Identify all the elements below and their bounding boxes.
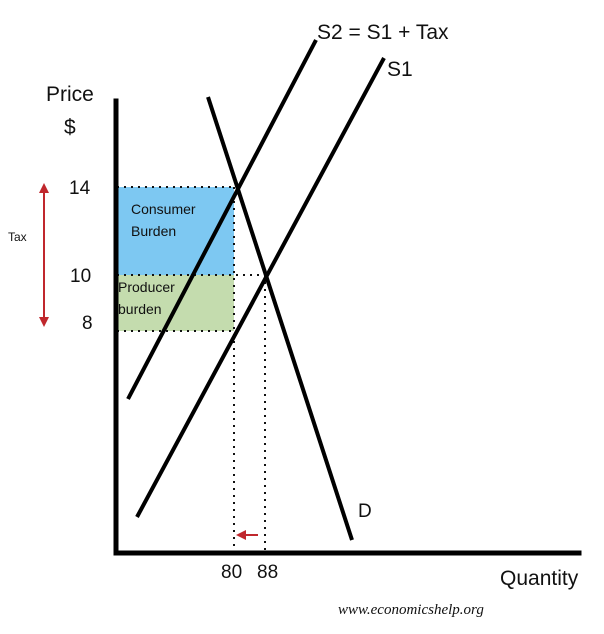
supply-curve-s2 [126,39,318,400]
quantity-tick-80: 80 [221,562,242,583]
producer-burden-label-line2: burden [118,301,162,317]
demand-curve-d [206,96,354,541]
d-label: D [358,501,372,522]
producer-burden-area [117,275,234,331]
y-axis-label: Price [46,83,94,106]
source-credit: www.economicshelp.org [338,602,484,618]
y-axis-unit: $ [64,116,76,139]
price-tick-8: 8 [82,313,93,334]
x-axis-label: Quantity [500,567,579,590]
price-tick-10: 10 [70,266,91,287]
producer-burden-label-line1: Producer [118,279,175,295]
consumer-burden-label-line1: Consumer [131,201,196,217]
consumer-burden-label-line2: Burden [131,223,176,239]
s2-label: S2 = S1 + Tax [317,21,449,44]
price-tick-14: 14 [69,178,91,199]
quantity-tick-88: 88 [257,562,278,583]
tax-label: Tax [8,230,27,244]
s1-label: S1 [387,58,413,81]
supply-curve-s1 [135,57,386,518]
